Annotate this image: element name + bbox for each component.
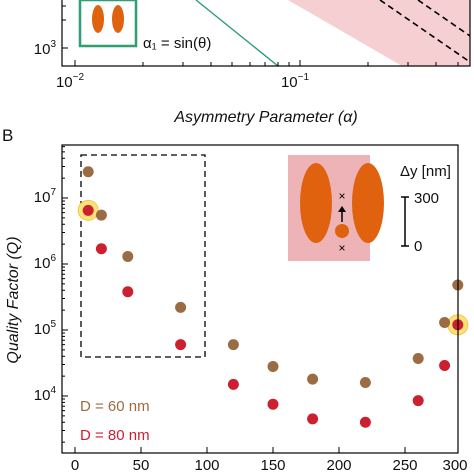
panel-b-inset-small-particle <box>335 224 349 238</box>
panel-b-ytick-1e5: 105 <box>34 319 57 338</box>
panel-b-points <box>77 166 469 428</box>
point-d80-150 <box>267 398 279 410</box>
point-d60-280 <box>439 316 451 328</box>
panel-a-green-line <box>195 0 279 66</box>
panel-b-ylabel: Quality Factor (Q) <box>5 236 22 363</box>
point-d60-40 <box>122 250 134 262</box>
point-d60-20 <box>95 209 107 221</box>
panel-a-ticks <box>62 5 459 66</box>
panel-b-xtick-50: 50 <box>133 457 150 474</box>
panel-b-inset-label: Δy [nm] <box>400 163 451 180</box>
point-d80-260 <box>412 395 424 407</box>
point-d60-150 <box>267 360 279 372</box>
panel-a-xtick-1e-1: 10−1 <box>281 72 310 91</box>
panel-b-label: B <box>2 126 13 145</box>
panel-b-inset-top: 300 <box>414 190 439 207</box>
panel-a-annotation: α₁ = sin(θ) <box>143 35 211 52</box>
point-d80-120 <box>227 378 239 390</box>
point-d60-220 <box>359 377 371 389</box>
panel-a-inset-particle-right <box>112 5 124 33</box>
panel-b-ytick-1e6: 106 <box>34 253 57 272</box>
point-d80-10 <box>82 204 94 216</box>
panel-b-inset-bottom: 0 <box>414 238 422 255</box>
point-d80-80 <box>175 339 187 351</box>
panel-a-dashed-line-1 <box>379 0 470 63</box>
panel-b-ytick-1e7: 107 <box>34 187 57 206</box>
point-d80-180 <box>307 413 319 425</box>
panel-b-inset-particle-left <box>300 163 332 243</box>
panel-b-dashed-box <box>80 154 206 358</box>
panel-b-inset: × × Δy [nm] 300 0 <box>288 155 451 261</box>
panel-b-xtick-200: 200 <box>326 457 351 474</box>
panel-a-frame <box>61 0 471 67</box>
point-d60-260 <box>412 352 424 364</box>
point-d60-80 <box>175 301 187 313</box>
panel-b-inset-cross-bottom: × <box>338 241 345 255</box>
legend-d80: D = 80 nm <box>80 427 150 444</box>
panel-b-xtick-100: 100 <box>194 457 219 474</box>
panel-a-dashed-line-2 <box>417 0 470 37</box>
point-d80-20 <box>95 243 107 255</box>
point-d60-180 <box>307 373 319 385</box>
point-d80-40 <box>122 286 134 298</box>
panel-b-inset-arrow-head <box>338 206 346 212</box>
panel-b-ticks <box>62 146 406 453</box>
panel-a: α₁ = sin(θ) 103 10−2 10−1 Asymmetry Para… <box>34 0 471 126</box>
panel-a-inset-particle-left <box>92 5 104 33</box>
panel-a-ytick-1e3: 103 <box>34 39 57 58</box>
point-d80-280 <box>439 359 451 371</box>
point-d60-120 <box>227 339 239 351</box>
panel-b-ytick-1e4: 104 <box>34 385 57 404</box>
point-d60-10 <box>82 166 94 178</box>
point-d80-220 <box>359 416 371 428</box>
panel-b-inset-cross-top: × <box>338 189 345 203</box>
legend-d60: D = 60 nm <box>80 398 150 415</box>
panel-a-xtick-1e-2: 10−2 <box>56 72 85 91</box>
panel-a-shaded-band <box>288 0 470 66</box>
panel-a-inset-box <box>78 0 138 48</box>
panel-b-inset-particle-right <box>352 163 384 243</box>
panel-b: B × × Δy [nm] 300 0 104 105 106 <box>2 126 469 474</box>
panel-b-xtick-300: 300 <box>442 457 467 474</box>
panel-b-xtick-150: 150 <box>260 457 285 474</box>
panel-b-xtick-250: 250 <box>392 457 417 474</box>
panel-a-xlabel: Asymmetry Parameter (α) <box>173 109 357 126</box>
panel-b-xtick-0: 0 <box>71 457 79 474</box>
